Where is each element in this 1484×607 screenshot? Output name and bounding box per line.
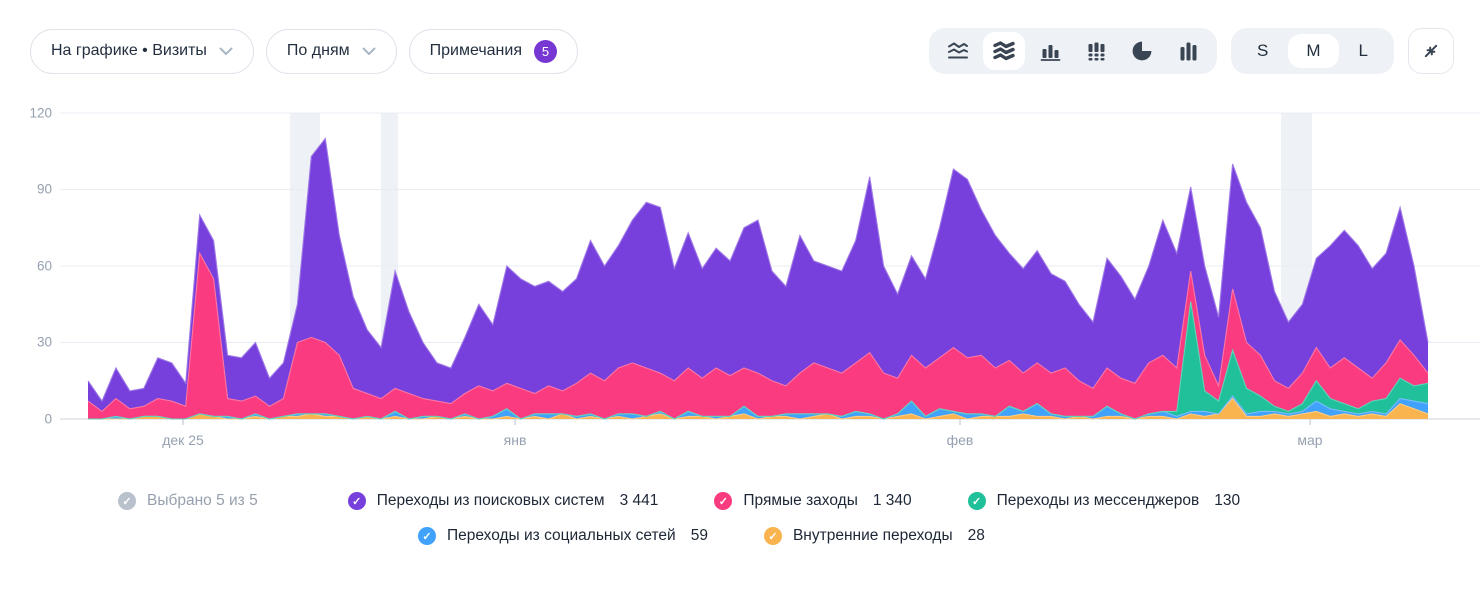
legend-label: Переходы из мессенджеров xyxy=(996,492,1200,509)
size-m-button[interactable]: M xyxy=(1288,34,1339,68)
chevron-down-icon xyxy=(362,47,376,55)
left-controls: На графике • Визиты По дням Примечания 5 xyxy=(30,28,578,74)
legend-value: 1 340 xyxy=(872,492,912,509)
stacked-bar-chart-button[interactable] xyxy=(1075,32,1117,70)
collapse-icon xyxy=(1424,44,1438,58)
chevron-down-icon xyxy=(219,47,233,55)
stacked-area-chart-icon xyxy=(993,41,1015,61)
y-axis-tick-label: 0 xyxy=(44,411,52,427)
stacked-area-chart-button[interactable] xyxy=(983,32,1026,70)
visits-chart-widget: На графике • Визиты По дням Примечания 5 xyxy=(0,28,1484,545)
legend-label: Прямые заходы xyxy=(743,492,858,509)
chart-canvas[interactable] xyxy=(0,96,1484,428)
column-chart-button[interactable] xyxy=(1167,32,1209,70)
legend-value: 130 xyxy=(1214,492,1241,509)
legend-item-search[interactable]: Переходы из поисковых систем 3 441 xyxy=(347,492,659,510)
chart-size-switcher: S M L xyxy=(1231,28,1394,74)
x-axis-tick-label: дек 25 xyxy=(162,432,204,448)
y-axis-tick-label: 90 xyxy=(36,181,52,197)
bar-chart-button[interactable] xyxy=(1029,32,1071,70)
legend-label: Внутренние переходы xyxy=(792,527,953,544)
stream-chart-button[interactable] xyxy=(937,32,979,70)
chart-legend: Выбрано 5 из 5 Переходы из поисковых сис… xyxy=(0,492,1484,545)
stream-chart-icon xyxy=(948,42,969,59)
pie-chart-icon xyxy=(1132,41,1152,61)
x-axis-tick-label: мар xyxy=(1297,432,1323,448)
checkbox-checked-icon[interactable] xyxy=(118,492,136,510)
legend-value: 3 441 xyxy=(619,492,659,509)
y-axis-tick-label: 60 xyxy=(36,258,52,274)
chart-type-switcher xyxy=(929,28,1218,74)
checkbox-checked-icon[interactable] xyxy=(763,527,782,545)
checkbox-checked-icon[interactable] xyxy=(418,527,436,545)
y-axis-tick-label: 120 xyxy=(29,105,52,121)
legend-row: Переходы из социальных сетей 59 Внутренн… xyxy=(0,527,1484,545)
legend-item-direct[interactable]: Прямые заходы 1 340 xyxy=(714,492,912,510)
stacked-bar-chart-icon xyxy=(1088,42,1105,61)
legend-label: Переходы из поисковых систем xyxy=(376,492,605,509)
checkbox-checked-icon[interactable] xyxy=(714,492,733,510)
right-controls: S M L xyxy=(929,28,1454,74)
bar-chart-icon xyxy=(1040,45,1061,61)
legend-row: Выбрано 5 из 5 Переходы из поисковых сис… xyxy=(0,492,1484,510)
checkbox-checked-icon[interactable] xyxy=(967,492,986,510)
chart-toolbar: На графике • Визиты По дням Примечания 5 xyxy=(30,28,1454,74)
notes-button[interactable]: Примечания 5 xyxy=(408,28,578,74)
grouping-dropdown[interactable]: По дням xyxy=(265,28,397,74)
size-l-button[interactable]: L xyxy=(1341,34,1386,68)
y-axis-tick-label: 30 xyxy=(36,334,52,350)
x-axis-tick-label: фев xyxy=(946,432,974,448)
legend-value: 59 xyxy=(690,527,708,544)
legend-label: Переходы из социальных сетей xyxy=(447,527,676,544)
x-axis-tick-label: янв xyxy=(503,432,527,448)
notes-count-badge: 5 xyxy=(533,39,557,63)
legend-select-all[interactable]: Выбрано 5 из 5 xyxy=(118,492,258,510)
legend-item-messengers[interactable]: Переходы из мессенджеров 130 xyxy=(967,492,1241,510)
legend-item-social[interactable]: Переходы из социальных сетей 59 xyxy=(418,527,708,545)
metric-dropdown-label: На графике • Визиты xyxy=(51,42,207,59)
legend-value: 28 xyxy=(967,527,985,544)
pie-chart-button[interactable] xyxy=(1121,32,1163,70)
collapse-widget-button[interactable] xyxy=(1408,28,1454,74)
checkbox-checked-icon[interactable] xyxy=(347,492,366,510)
chart-area[interactable]: 120 90 60 30 0 дек 25 янв фев мар xyxy=(0,96,1484,456)
legend-item-internal[interactable]: Внутренние переходы 28 xyxy=(763,527,985,545)
size-s-button[interactable]: S xyxy=(1239,34,1286,68)
metric-dropdown[interactable]: На графике • Визиты xyxy=(30,28,254,74)
column-chart-icon xyxy=(1180,42,1197,61)
notes-button-label: Примечания xyxy=(429,42,522,59)
legend-summary-label: Выбрано 5 из 5 xyxy=(147,492,258,509)
grouping-dropdown-label: По дням xyxy=(286,42,350,59)
